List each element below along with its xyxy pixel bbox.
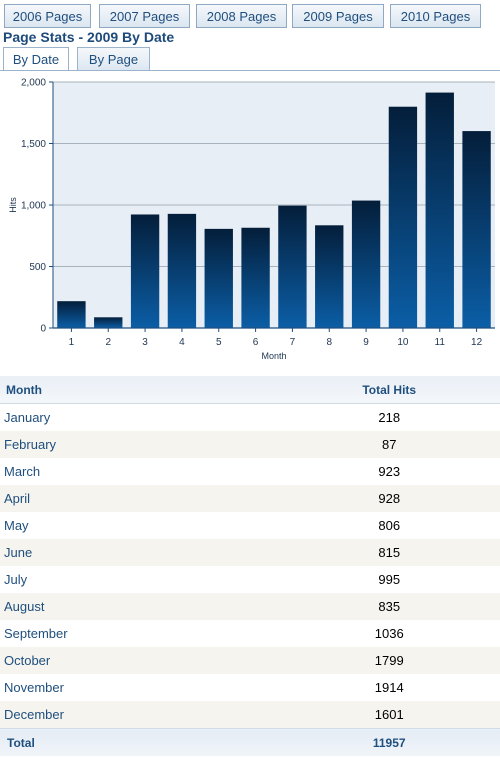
bar [241,227,270,328]
x-tick-label: 6 [253,337,259,348]
tab-by-page[interactable]: By Page [77,47,150,70]
tab-2009-pages[interactable]: 2009 Pages [292,4,384,28]
tab-2007-pages[interactable]: 2007 Pages [99,4,190,28]
axes [52,82,495,329]
table-body: January 218 February 87 March 923 April 928 … [0,403,500,756]
total-hits-column-header[interactable]: Total Hits [278,376,500,404]
bar [278,205,307,328]
x-tick-label: 12 [471,337,483,348]
month-cell[interactable]: December [0,701,279,729]
tab-2010-pages[interactable]: 2010 Pages [390,4,481,28]
x-tick-label: 4 [179,337,185,348]
hits-cell: 923 [278,458,500,485]
total-value: 11957 [278,728,500,756]
y-tick-label: 2,000 [21,78,46,89]
bar [462,131,491,328]
tab-2008-pages[interactable]: 2008 Pages [196,4,287,28]
bar [130,214,160,328]
month-cell[interactable]: November [0,674,279,701]
month-cell[interactable]: October [0,647,279,674]
table-row: December 1601 [0,701,500,729]
hits-cell: 1036 [278,620,500,647]
x-tick-labels: 1 2 3 4 5 6 7 8 9 10 11 12 [69,328,483,348]
table-header-row: Month Total Hits [0,376,500,404]
bar [94,317,123,328]
x-tick-label: 1 [69,337,75,348]
month-cell[interactable]: July [0,566,279,593]
table-row: April 928 [0,485,500,512]
x-tick-label: 10 [397,337,409,348]
month-cell[interactable]: April [0,485,279,512]
hits-cell: 995 [278,566,500,593]
table-row: January 218 [0,403,500,431]
y-tick-label: 0 [40,324,46,335]
bar [204,228,233,328]
month-cell[interactable]: September [0,620,279,647]
y-axis-label: Hits [8,197,18,213]
total-row: Total 11957 [0,728,500,756]
hits-cell: 1601 [278,701,500,729]
hits-table: Month Total Hits January 218 February 87 M… [0,376,500,756]
bar [315,225,344,328]
x-tick-label: 8 [326,337,332,348]
table-row: June 815 [0,539,500,566]
hits-cell: 928 [278,485,500,512]
x-tick-label: 7 [290,337,296,348]
month-cell[interactable]: May [0,512,279,539]
hits-cell: 1914 [278,674,500,701]
month-cell[interactable]: February [0,431,279,458]
hits-cell: 806 [278,512,500,539]
hits-cell: 87 [278,431,500,458]
table-row: May 806 [0,512,500,539]
month-cell[interactable]: June [0,539,279,566]
y-tick-label: 500 [29,262,46,273]
table-row: July 995 [0,566,500,593]
y-tick-labels: 0 500 1,000 1,500 2,000 [21,78,46,335]
tab-by-date[interactable]: By Date [3,47,69,70]
total-label: Total [0,728,279,756]
month-cell[interactable]: March [0,458,279,485]
y-tick-label: 1,500 [21,139,46,150]
x-tick-label: 3 [142,337,148,348]
month-cell[interactable]: August [0,593,279,620]
hits-cell: 1799 [278,647,500,674]
x-tick-label: 5 [216,337,222,348]
bar [425,92,454,328]
x-tick-label: 2 [105,337,111,348]
month-column-header[interactable]: Month [0,376,279,404]
year-tabs: 2006 Pages 2007 Pages 2008 Pages 2009 Pa… [0,4,500,30]
table-row: March 923 [0,458,500,485]
hits-cell: 835 [278,593,500,620]
gridlines [49,81,495,329]
x-tick-label: 11 [435,337,446,348]
table-row: August 835 [0,593,500,620]
hits-cell: 218 [278,403,500,431]
table-row: February 87 [0,431,500,458]
view-tabs: By Date By Page [3,47,303,71]
bar [57,301,86,328]
hits-cell: 815 [278,539,500,566]
bar [388,106,418,329]
bars [57,92,491,329]
table-row: October 1799 [0,647,500,674]
table-row: November 1914 [0,674,500,701]
y-tick-label: 1,000 [21,201,46,212]
month-cell[interactable]: January [0,403,279,431]
page-title: Page Stats - 2009 By Date [3,29,175,45]
x-axis-label: Month [261,351,286,361]
bar [351,200,381,328]
table-row: September 1036 [0,620,500,647]
x-tick-label: 9 [363,337,369,348]
view-tabs-divider [0,70,500,71]
bar [167,213,197,328]
tab-2006-pages[interactable]: 2006 Pages [4,4,91,28]
